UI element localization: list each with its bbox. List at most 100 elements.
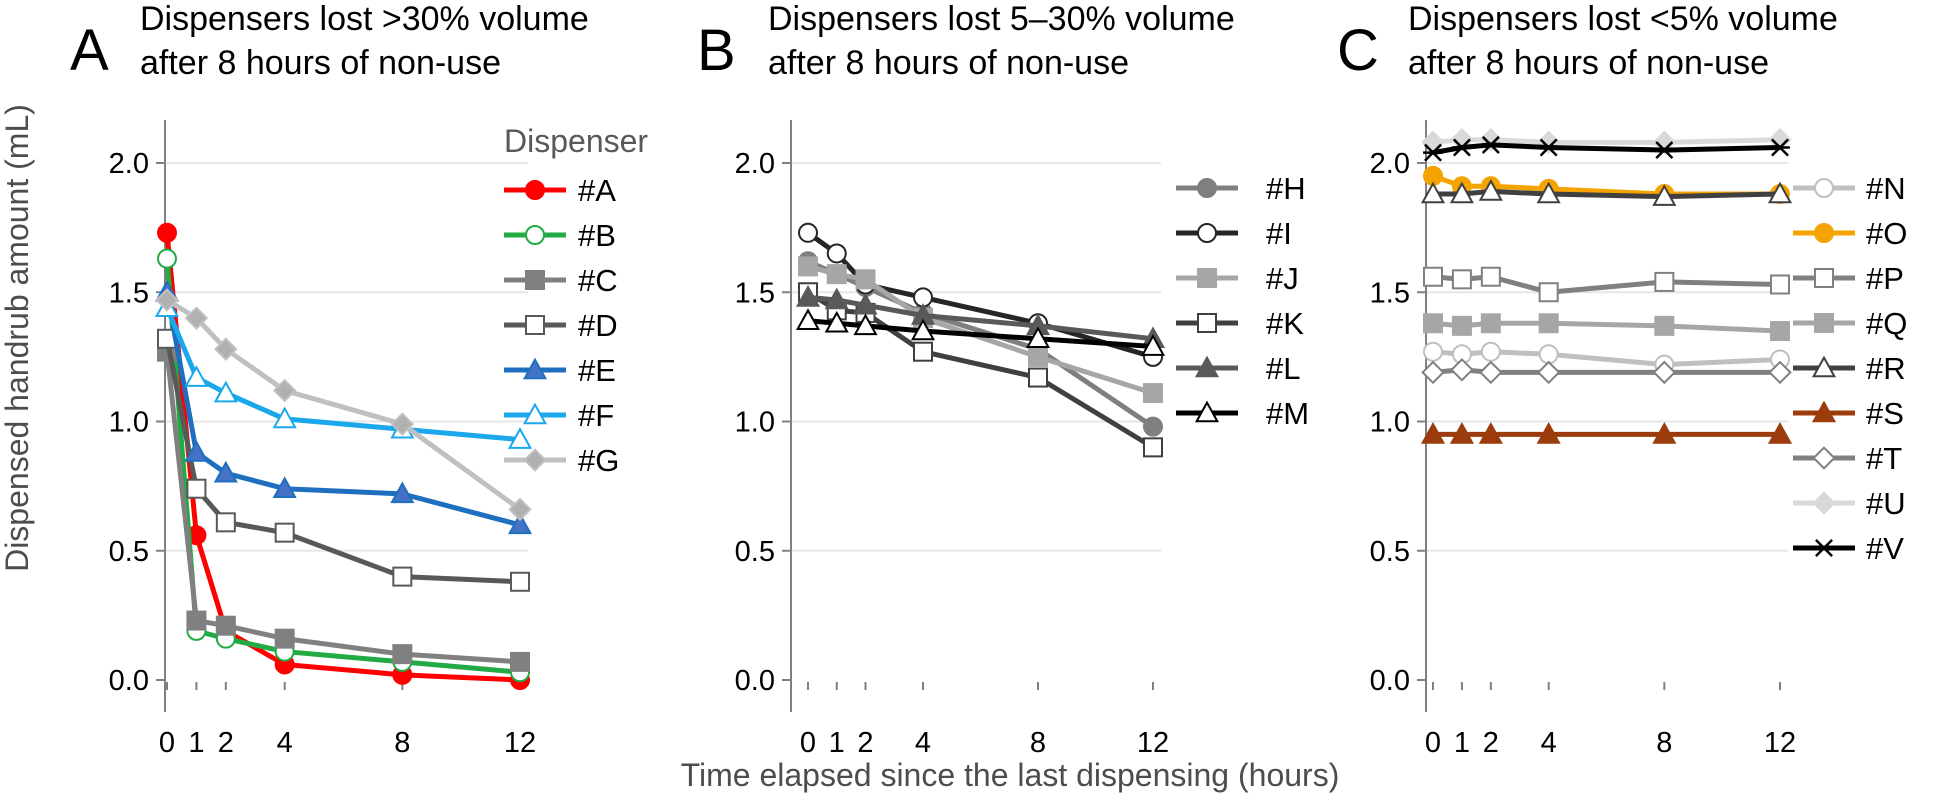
x-tick-label: 2: [1483, 727, 1499, 759]
data-point: [1768, 360, 1792, 385]
series-m: [795, 308, 1166, 356]
y-tick-label: 0.0: [1370, 665, 1410, 697]
legend-label: #B: [578, 218, 616, 253]
legend-item: #E: [504, 353, 616, 388]
y-tick-label: 2.0: [1370, 148, 1410, 180]
data-point: [795, 285, 821, 307]
x-tick-label: 1: [1454, 727, 1470, 759]
data-point: [910, 318, 936, 341]
data-point: [1478, 179, 1503, 201]
panel-title-line: Dispensers lost 5–30% volume: [768, 0, 1235, 38]
data-point: [214, 337, 238, 361]
legend-marker: [1814, 539, 1834, 557]
data-point: [272, 476, 297, 498]
data-point: [798, 256, 818, 277]
data-point: [1420, 422, 1446, 444]
legend-item: #R: [1793, 351, 1906, 386]
data-point: [510, 571, 530, 592]
data-point: [1028, 346, 1048, 367]
panel-letter: B: [697, 18, 736, 83]
series-p: [1423, 266, 1790, 303]
data-point: [390, 412, 415, 436]
data-point: [1536, 422, 1561, 444]
series-c: [157, 341, 530, 672]
data-point: [272, 406, 297, 429]
legend-marker: [1814, 223, 1834, 243]
legend-item: #C: [504, 263, 618, 298]
legend-label: #M: [1266, 396, 1309, 431]
panel-title-line: Dispensers lost <5% volume: [1408, 0, 1838, 38]
data-point: [1536, 360, 1561, 385]
data-point: [1480, 313, 1501, 334]
legend-marker: [1197, 313, 1217, 333]
legend-label: #H: [1266, 171, 1306, 206]
series-r: [1420, 179, 1793, 206]
legend-item: #N: [1793, 171, 1906, 206]
x-tick-label: 1: [188, 727, 204, 759]
data-point: [1028, 367, 1048, 388]
data-point: [507, 427, 533, 449]
data-point: [855, 269, 876, 290]
legend-label: #O: [1866, 216, 1907, 251]
series-d: [157, 328, 530, 592]
legend-label: #L: [1266, 351, 1300, 386]
legend-marker: [525, 225, 545, 245]
data-point: [157, 248, 177, 269]
data-point: [826, 243, 847, 264]
y-tick-label: 1.0: [735, 407, 775, 439]
y-tick-label: 1.0: [109, 407, 149, 439]
legend-marker: [525, 180, 545, 200]
legend-item: #I: [1176, 216, 1292, 251]
legend-item: #G: [504, 443, 619, 478]
data-point: [1480, 341, 1501, 362]
legend-item: #F: [504, 398, 614, 433]
legend-label: #U: [1866, 486, 1906, 521]
x-tick-label: 4: [915, 727, 931, 759]
panel-title-line: after 8 hours of non-use: [1408, 44, 1769, 82]
series-s: [1420, 422, 1793, 444]
y-tick-label: 2.0: [735, 148, 775, 180]
y-tick-label: 1.5: [1370, 277, 1410, 309]
data-point: [1767, 422, 1793, 444]
data-point: [1143, 416, 1163, 437]
y-tick-label: 0.0: [109, 665, 149, 697]
legend-label: #S: [1866, 396, 1904, 431]
data-point: [1767, 181, 1793, 204]
series-t: [1421, 358, 1792, 385]
legend-item: #M: [1176, 396, 1309, 431]
data-point: [1025, 326, 1051, 349]
legend-marker: [1197, 268, 1217, 288]
panel-letter: C: [1337, 18, 1379, 83]
data-point: [1538, 282, 1559, 303]
data-point: [913, 341, 933, 362]
data-point: [184, 365, 209, 387]
data-point: [853, 313, 878, 336]
legend-label: #C: [578, 263, 618, 298]
legend-label: #R: [1866, 351, 1906, 386]
legend-item: #A: [504, 173, 616, 208]
data-point: [1652, 422, 1677, 444]
data-point: [390, 481, 415, 504]
legend-label: #G: [578, 443, 619, 478]
data-point: [1538, 138, 1559, 157]
legend-label: #I: [1266, 216, 1292, 251]
series-line: [164, 338, 521, 585]
data-point: [1450, 358, 1474, 382]
data-point: [274, 522, 295, 543]
x-tick-label: 4: [277, 727, 293, 759]
data-point: [1423, 143, 1443, 162]
y-tick-label: 2.0: [109, 148, 149, 180]
legend-marker: [1194, 400, 1220, 423]
legend-label: #P: [1866, 261, 1904, 296]
legend-label: #Q: [1866, 306, 1907, 341]
data-point: [1770, 274, 1790, 295]
data-point: [213, 460, 238, 483]
data-point: [1652, 360, 1677, 385]
series-v: [1423, 135, 1790, 162]
y-tick-label: 1.5: [109, 277, 149, 309]
data-point: [213, 380, 238, 403]
data-point: [824, 287, 849, 310]
panel-title-line: Dispensers lost >30% volume: [140, 0, 589, 38]
data-point: [1768, 127, 1792, 152]
y-tick-label: 0.5: [735, 536, 775, 568]
